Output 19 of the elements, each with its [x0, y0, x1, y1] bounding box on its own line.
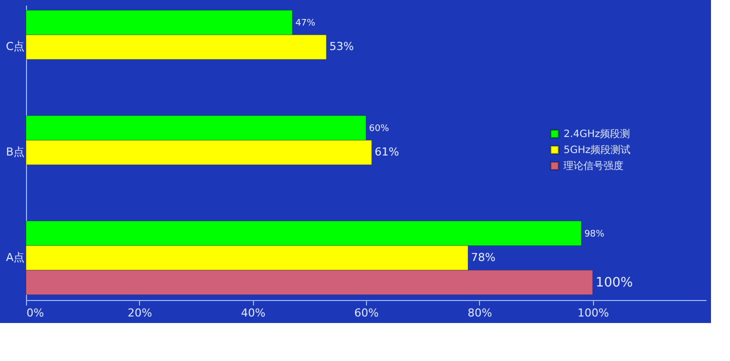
legend-label: 5GHz频段测试 [564, 144, 630, 156]
data-label: 60% [369, 124, 390, 134]
y-tick-label: A点 [6, 250, 24, 264]
x-tick-label: 40% [240, 306, 266, 320]
y-tick-label: B点 [6, 146, 24, 158]
data-label: 47% [295, 18, 316, 29]
legend-label: 理论信号强度 [564, 160, 624, 172]
data-label: 98% [584, 229, 605, 240]
x-tick-label: 0% [26, 306, 44, 320]
data-label: 78% [471, 250, 496, 264]
y-tick-label: C点 [6, 40, 24, 54]
legend-label: 2.4GHz频段测 [564, 128, 630, 140]
data-label: 61% [374, 146, 400, 158]
x-tick-label: 20% [128, 306, 152, 320]
x-tick-label: 60% [354, 306, 379, 320]
x-tick-label: 80% [468, 306, 492, 320]
data-label: 53% [329, 40, 354, 54]
data-label: 100% [596, 275, 633, 290]
x-tick-label: 100% [577, 306, 609, 320]
